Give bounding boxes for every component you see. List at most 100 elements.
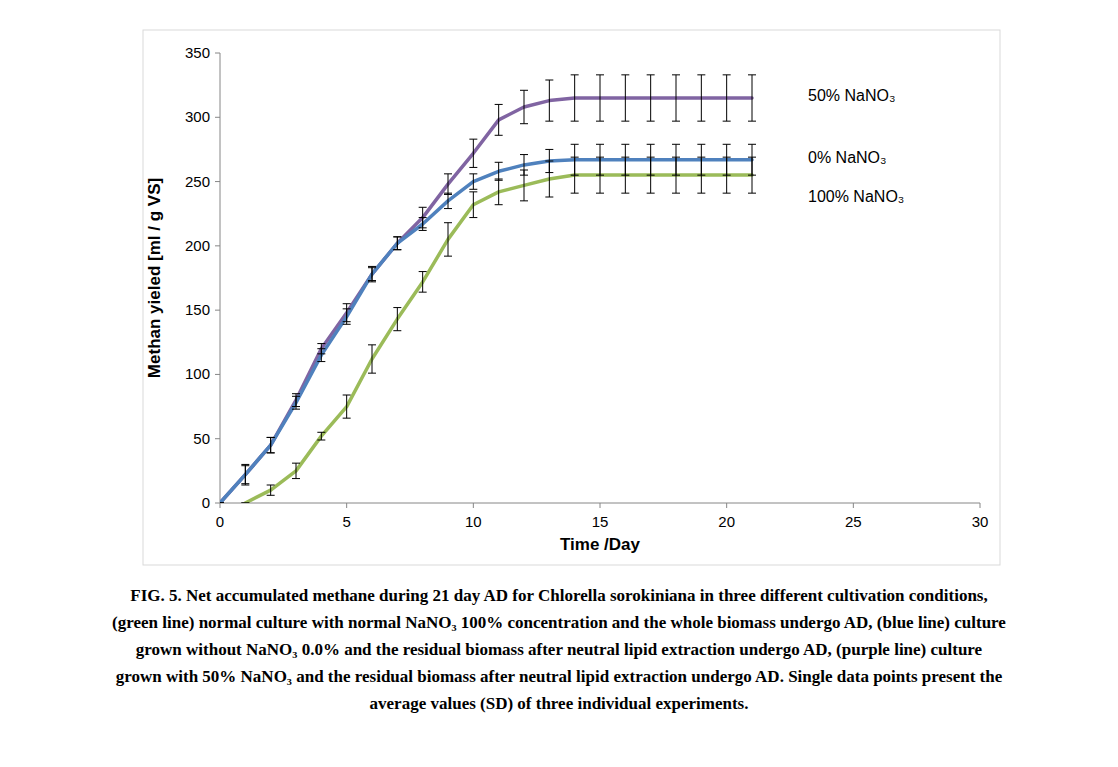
y-tick: [215, 374, 220, 375]
x-tick-label: 10: [465, 513, 482, 530]
error-cap: [571, 157, 579, 158]
error-cap: [697, 193, 705, 194]
error-stem: [549, 161, 550, 197]
error-stem: [321, 349, 322, 362]
y-axis: [220, 53, 221, 503]
error-cap: [723, 121, 731, 122]
y-tick-label: 100: [185, 365, 210, 382]
error-bar: [368, 268, 376, 281]
error-bar: [444, 193, 452, 208]
error-cap: [748, 193, 756, 194]
caption: FIG. 5. Net accumulated methane during 2…: [130, 586, 987, 605]
error-stem: [524, 90, 525, 123]
error-stem: [726, 75, 727, 121]
error-cap: [545, 197, 553, 198]
error-bar: [368, 266, 376, 281]
error-bar: [495, 179, 503, 205]
error-cap: [419, 230, 427, 231]
x-tick-label: 30: [972, 513, 989, 530]
x-tick: [346, 503, 347, 508]
error-stem: [574, 157, 575, 193]
error-stem: [296, 463, 297, 478]
error-stem: [397, 237, 398, 250]
error-stem: [600, 157, 601, 193]
error-cap: [419, 292, 427, 293]
error-stem: [245, 464, 246, 485]
error-cap: [697, 74, 705, 75]
error-cap: [495, 179, 503, 180]
error-cap: [393, 330, 401, 331]
series-line: [245, 175, 752, 503]
error-stem: [650, 157, 651, 193]
series-line: [220, 98, 752, 503]
y-tick: [215, 438, 220, 439]
error-stem: [625, 157, 626, 193]
error-cap: [368, 280, 376, 281]
error-bar: [520, 90, 528, 123]
error-bar: [495, 162, 503, 180]
error-cap: [267, 485, 275, 486]
error-bar: [520, 170, 528, 201]
error-bar: [672, 75, 680, 121]
error-bar: [241, 503, 249, 504]
error-bar: [723, 157, 731, 193]
y-tick: [215, 310, 220, 311]
error-cap: [520, 170, 528, 171]
error-bar: [241, 466, 249, 484]
error-cap: [220, 503, 224, 504]
error-cap: [292, 478, 300, 479]
error-cap: [368, 266, 376, 267]
error-stem: [346, 395, 347, 418]
plot-area: [220, 75, 756, 503]
error-stem: [422, 272, 423, 293]
error-cap: [419, 271, 427, 272]
error-bar: [267, 437, 275, 452]
x-tick: [980, 503, 981, 508]
error-stem: [473, 192, 474, 218]
series-label: 100% NaNO₃: [808, 188, 904, 205]
error-cap: [596, 193, 604, 194]
error-cap: [748, 144, 756, 145]
error-cap: [267, 437, 275, 438]
error-cap: [596, 74, 604, 75]
error-bar: [545, 80, 553, 121]
error-bar: [368, 345, 376, 373]
x-tick: [473, 503, 474, 508]
error-bar: [469, 192, 477, 218]
error-cap: [621, 193, 629, 194]
error-cap: [723, 144, 731, 145]
error-cap: [241, 503, 249, 504]
error-bar: [647, 75, 655, 121]
caption: grown with 50% NaNO₃ and the residual bi…: [116, 667, 1003, 686]
error-cap: [621, 74, 629, 75]
error-cap: [697, 144, 705, 145]
error-stem: [270, 437, 271, 452]
error-bar: [571, 157, 579, 193]
error-cap: [267, 437, 275, 438]
error-stem: [524, 170, 525, 201]
error-cap: [748, 121, 756, 122]
error-cap: [368, 344, 376, 345]
error-bar: [241, 464, 249, 485]
error-cap: [368, 373, 376, 374]
error-stem: [270, 437, 271, 452]
error-cap: [748, 74, 756, 75]
error-bar: [317, 432, 325, 440]
error-bar: [495, 104, 503, 135]
y-tick: [215, 503, 220, 504]
error-cap: [495, 135, 503, 136]
error-cap: [495, 204, 503, 205]
error-bar: [444, 174, 452, 195]
error-cap: [343, 308, 351, 309]
x-tick-label: 20: [718, 513, 735, 530]
error-cap: [545, 161, 553, 162]
error-cap: [343, 395, 351, 396]
error-cap: [621, 157, 629, 158]
error-stem: [372, 266, 373, 281]
error-cap: [469, 167, 477, 168]
error-stem: [498, 162, 499, 180]
caption: (green line) normal culture with normal …: [112, 613, 1006, 632]
error-cap: [723, 193, 731, 194]
error-stem: [625, 75, 626, 121]
error-bar: [596, 157, 604, 193]
